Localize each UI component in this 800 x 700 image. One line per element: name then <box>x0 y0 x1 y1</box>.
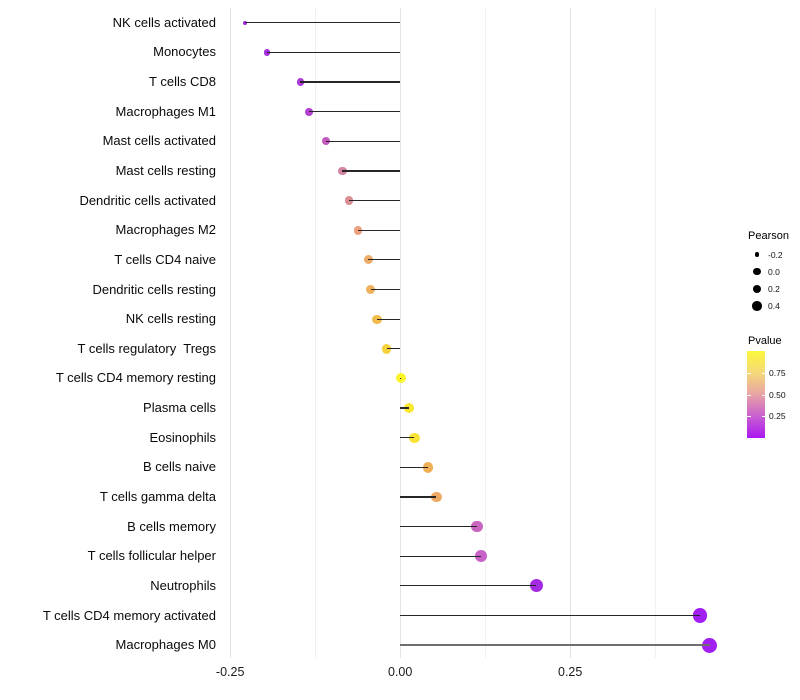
colorbar-tick <box>761 372 765 374</box>
pearson-dot <box>263 49 271 56</box>
x-tick-label: -0.25 <box>215 665 245 679</box>
stem-line <box>400 526 478 528</box>
stem-line <box>266 51 401 54</box>
stem-line <box>370 288 401 291</box>
size-legend-dot <box>752 301 762 311</box>
colorbar-tick <box>761 416 765 418</box>
colorbar-tick <box>761 394 765 396</box>
pearson-dot <box>321 137 331 146</box>
category-label: T cells follicular helper <box>87 548 216 564</box>
stem-line <box>400 437 415 439</box>
category-label: T cells CD8 <box>149 74 216 90</box>
pearson-dot <box>529 579 543 593</box>
pearson-dot <box>702 637 718 653</box>
colorbar-tick-label: 0.50 <box>769 389 786 400</box>
pearson-dot <box>471 520 483 533</box>
stem-line <box>309 111 401 113</box>
color-legend-title: Pvalue <box>748 335 782 347</box>
category-label: Dendritic cells activated <box>79 192 216 208</box>
stem-line <box>349 200 401 202</box>
stem-line <box>400 377 401 380</box>
category-label: Macrophages M1 <box>115 103 216 119</box>
category-label: T cells CD4 memory activated <box>42 607 216 623</box>
category-label: T cells regulatory Tregs <box>77 340 216 356</box>
category-label: B cells memory <box>127 518 216 534</box>
pearson-dot <box>372 314 382 324</box>
pearson-dot <box>296 78 304 86</box>
stem-line <box>358 229 401 231</box>
category-label: Macrophages M2 <box>115 222 216 238</box>
stem-line <box>377 318 401 320</box>
x-tick-label: 0.25 <box>558 665 583 679</box>
category-label: T cells CD4 naive <box>114 251 216 267</box>
category-label: T cells gamma delta <box>99 489 216 504</box>
size-legend-label: 0.2 <box>768 283 780 294</box>
x-tick-label: 0.00 <box>388 665 413 679</box>
pearson-dot <box>430 491 442 503</box>
pearson-dot <box>409 432 420 443</box>
pvalue-colorbar <box>747 351 765 438</box>
category-label: NK cells resting <box>125 311 216 327</box>
stem-line <box>300 81 401 83</box>
pearson-dot <box>242 20 248 25</box>
pearson-dot <box>353 225 363 235</box>
stem-line <box>400 555 482 557</box>
colorbar-tick <box>747 372 751 374</box>
stem-line <box>400 614 701 617</box>
gridline-major <box>569 8 571 658</box>
stem-line <box>400 585 537 587</box>
category-label: NK cells activated <box>112 14 216 30</box>
category-label: Monocytes <box>153 44 216 60</box>
category-label: Eosinophils <box>149 429 217 445</box>
stem-line <box>400 644 710 647</box>
gridline-minor <box>314 8 316 658</box>
size-legend-dot <box>754 252 760 257</box>
category-label: Dendritic cells resting <box>92 281 216 297</box>
stem-line <box>400 496 437 498</box>
colorbar-tick-label: 0.75 <box>769 367 786 378</box>
category-label: Mast cells activated <box>102 133 216 149</box>
stem-line <box>368 259 401 261</box>
colorbar-tick <box>747 394 751 396</box>
stem-line <box>400 407 409 409</box>
size-legend-title: Pearson <box>748 230 789 242</box>
stem-line <box>245 22 401 24</box>
size-legend-dot <box>752 284 762 294</box>
pearson-dot <box>395 373 406 384</box>
size-legend-dot <box>753 268 761 276</box>
category-label: Neutrophils <box>150 577 216 593</box>
pearson-dot <box>403 403 415 414</box>
category-label: T cells CD4 memory resting <box>55 370 216 386</box>
pearson-dot <box>422 462 434 473</box>
stem-line <box>326 140 401 142</box>
colorbar-tick <box>747 416 751 418</box>
stem-line <box>400 466 429 468</box>
gridline-minor <box>484 8 486 658</box>
category-label: Mast cells resting <box>115 163 216 178</box>
size-legend-label: 0.4 <box>768 301 780 312</box>
size-legend-label: 0.0 <box>768 266 780 277</box>
stem-line <box>342 170 401 172</box>
size-legend-label: -0.2 <box>768 249 783 260</box>
stem-line <box>386 348 401 350</box>
pearson-dot <box>692 608 708 623</box>
category-label: Plasma cells <box>143 400 216 416</box>
gridline-minor <box>654 8 656 658</box>
pearson-dot <box>475 550 487 563</box>
gridline-major <box>229 8 231 658</box>
gridline-major <box>399 8 401 658</box>
category-label: Macrophages M0 <box>115 637 216 653</box>
category-label: B cells naive <box>143 459 216 475</box>
colorbar-tick-label: 0.25 <box>769 411 786 422</box>
